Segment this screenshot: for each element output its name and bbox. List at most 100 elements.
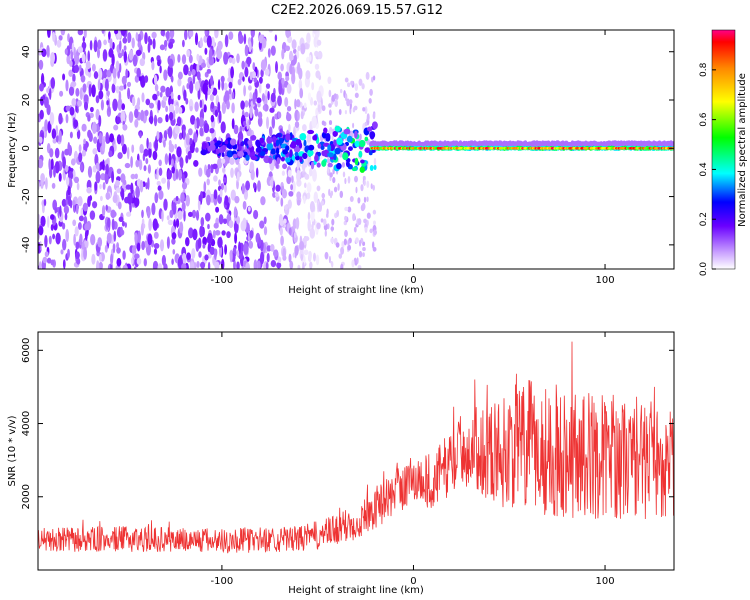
faint-blob	[331, 261, 334, 268]
noise-blob	[90, 233, 96, 246]
noise-blob	[185, 155, 189, 164]
noise-blob	[175, 195, 179, 202]
ridge-blob	[364, 147, 371, 154]
noise-blob	[96, 47, 101, 59]
noise-blob	[101, 30, 105, 34]
noise-blob	[252, 62, 256, 71]
y-tick-label: 6000	[21, 338, 32, 363]
noise-blob	[147, 210, 151, 219]
noise-blob	[73, 119, 79, 129]
faint-blob	[337, 183, 340, 191]
noise-blob	[54, 147, 60, 159]
x-tick-label: 100	[595, 275, 614, 286]
noise-blob	[300, 43, 306, 55]
faint-blob	[356, 257, 359, 264]
noise-blob	[83, 138, 86, 145]
noise-blob	[196, 260, 200, 269]
noise-blob	[116, 168, 122, 175]
noise-blob	[46, 44, 50, 57]
faint-blob	[351, 259, 355, 268]
noise-blob	[217, 236, 223, 249]
ridge-blob	[245, 154, 250, 161]
noise-blob	[278, 82, 283, 95]
noise-blob	[181, 181, 188, 190]
noise-blob	[214, 30, 219, 39]
faint-blob	[358, 250, 363, 258]
ridge-blob	[289, 149, 293, 158]
noise-blob	[135, 185, 140, 199]
noise-blob	[118, 216, 124, 223]
noise-blob	[316, 185, 321, 192]
noise-blob	[54, 161, 60, 174]
noise-blob	[76, 257, 81, 265]
spectrogram-xlabel: Height of straight line (km)	[288, 285, 424, 296]
noise-blob	[181, 173, 185, 184]
ridge-blob	[224, 139, 229, 145]
noise-blob	[223, 154, 229, 167]
noise-blob	[83, 30, 87, 39]
noise-blob	[236, 261, 240, 269]
ridge-blob	[354, 140, 360, 148]
snr-ylabel: SNR (10 * v/v)	[7, 415, 18, 486]
noise-blob	[157, 59, 161, 67]
noise-blob	[291, 180, 296, 193]
noise-blob	[286, 105, 292, 112]
noise-blob	[167, 219, 174, 226]
noise-blob	[117, 201, 122, 210]
faint-blob	[366, 219, 369, 227]
ridge-blob	[359, 166, 366, 173]
ridge-blob	[238, 144, 242, 151]
noise-blob	[255, 167, 259, 178]
noise-blob	[148, 146, 152, 159]
noise-blob	[191, 248, 196, 259]
noise-blob	[117, 152, 123, 160]
snr-xlabel: Height of straight line (km)	[288, 585, 424, 596]
noise-blob	[116, 134, 122, 145]
noise-blob	[177, 71, 183, 80]
faint-blob	[344, 93, 348, 102]
noise-blob	[195, 209, 200, 221]
noise-blob	[120, 226, 124, 237]
noise-blob	[89, 112, 94, 119]
noise-blob	[198, 167, 203, 177]
noise-blob	[117, 98, 123, 111]
noise-blob	[228, 57, 233, 64]
snr-series-line	[38, 341, 674, 554]
noise-blob	[104, 244, 108, 253]
noise-blob	[312, 168, 317, 182]
noise-blob	[174, 143, 177, 149]
noise-blob	[205, 168, 211, 178]
noise-blob	[183, 209, 186, 222]
noise-blob	[121, 134, 124, 143]
ridge-blob	[209, 140, 215, 147]
noise-blob	[159, 91, 163, 98]
noise-blob	[138, 159, 143, 171]
noise-blob	[268, 30, 273, 33]
faint-blob	[357, 265, 362, 269]
noise-blob	[67, 170, 74, 181]
noise-blob	[248, 40, 252, 53]
noise-blob	[87, 165, 93, 178]
noise-blob	[288, 253, 292, 263]
noise-blob	[148, 102, 155, 109]
noise-blob	[193, 159, 199, 167]
faint-blob	[341, 162, 346, 168]
noise-blob	[218, 214, 224, 225]
noise-blob	[289, 260, 294, 269]
noise-blob	[97, 161, 100, 175]
noise-blob	[177, 78, 182, 87]
faint-blob	[359, 239, 362, 247]
noise-blob	[130, 257, 134, 265]
noise-blob	[148, 141, 152, 150]
noise-blob	[188, 128, 193, 136]
noise-blob	[124, 222, 128, 228]
snr-frame	[37, 331, 675, 571]
noise-blob	[297, 61, 301, 75]
noise-blob	[224, 183, 227, 193]
noise-blob	[191, 209, 197, 219]
noise-blob	[72, 73, 76, 83]
noise-blob	[44, 251, 49, 258]
noise-blob	[307, 218, 311, 232]
noise-blob	[295, 217, 300, 230]
noise-blob	[128, 111, 134, 123]
